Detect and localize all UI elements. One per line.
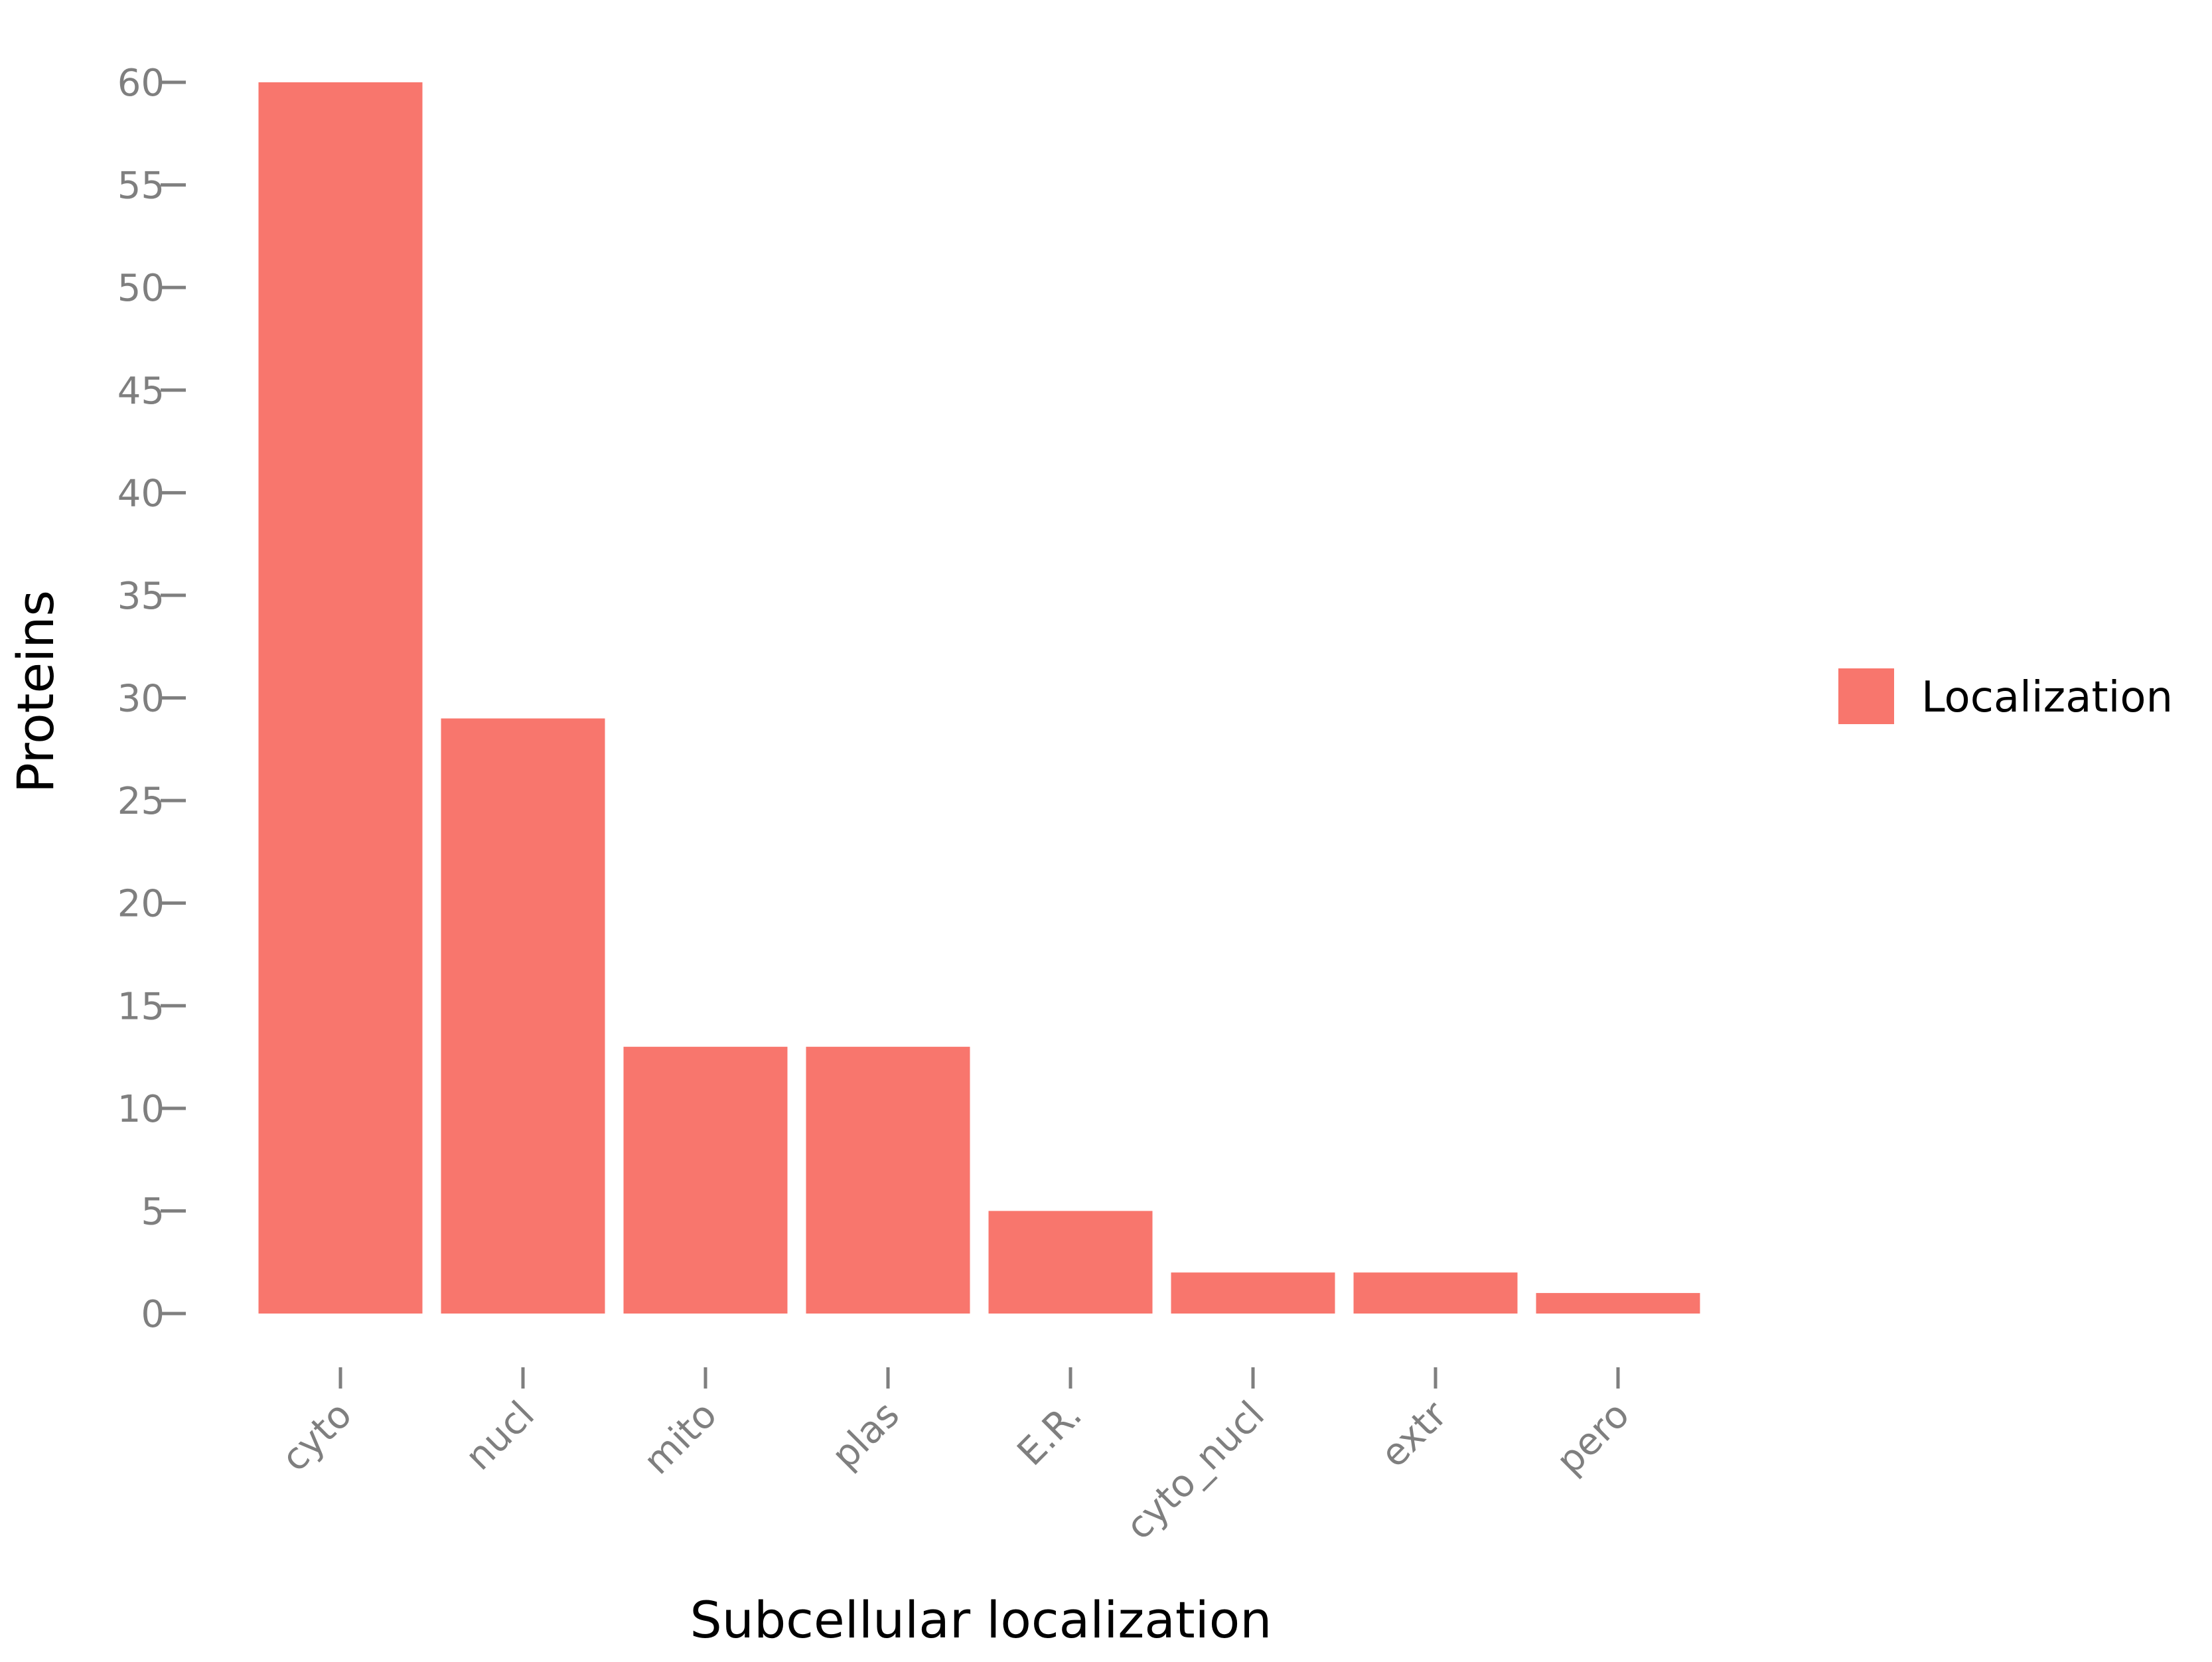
y-tick-label: 50 <box>117 267 165 310</box>
y-tick-label: 45 <box>117 370 165 413</box>
y-tick-label: 40 <box>117 472 165 515</box>
bar-nucl <box>441 718 605 1314</box>
y-tick-label: 10 <box>117 1088 165 1131</box>
legend-swatch <box>1838 668 1894 724</box>
y-tick-label: 60 <box>117 62 165 105</box>
bar-e-r <box>988 1211 1153 1314</box>
x-tick-label: cyto_nucl <box>1118 1393 1273 1549</box>
bar-extr <box>1353 1272 1518 1314</box>
x-tick-label: mito <box>636 1393 725 1483</box>
y-axis-title: Proteins <box>6 590 65 793</box>
bar-pero <box>1536 1293 1700 1314</box>
y-tick-label: 5 <box>141 1190 165 1233</box>
y-tick-label: 0 <box>141 1293 165 1336</box>
x-tick-label: cyto <box>273 1393 360 1480</box>
x-axis-title: Subcellular localization <box>690 1590 1272 1649</box>
bar-mito <box>623 1047 788 1314</box>
bars <box>258 82 1700 1314</box>
y-tick-label: 55 <box>117 165 165 208</box>
legend-label-localization: Localization <box>1921 673 2173 722</box>
y-tick-label: 20 <box>117 883 165 926</box>
legend: Localization <box>1838 668 2173 724</box>
x-axis: cyto nucl mito plas E.R. cyto_nucl extr pero <box>273 1367 1638 1549</box>
y-tick-label: 30 <box>117 678 165 721</box>
y-tick-label: 25 <box>117 780 165 823</box>
y-axis: 0 5 10 15 20 25 30 35 40 45 50 55 60 <box>117 62 186 1336</box>
x-tick-label: plas <box>824 1393 908 1477</box>
x-tick-label: E.R. <box>1009 1393 1090 1474</box>
y-tick-label: 35 <box>117 575 165 618</box>
bar-plas <box>806 1047 970 1314</box>
x-tick-label: extr <box>1372 1393 1456 1476</box>
x-tick-label: nucl <box>457 1393 543 1479</box>
bar-cyto <box>258 82 423 1314</box>
x-tick-label: pero <box>1548 1393 1638 1483</box>
y-tick-label: 15 <box>117 985 165 1028</box>
bar-cyto-nucl <box>1171 1272 1335 1314</box>
